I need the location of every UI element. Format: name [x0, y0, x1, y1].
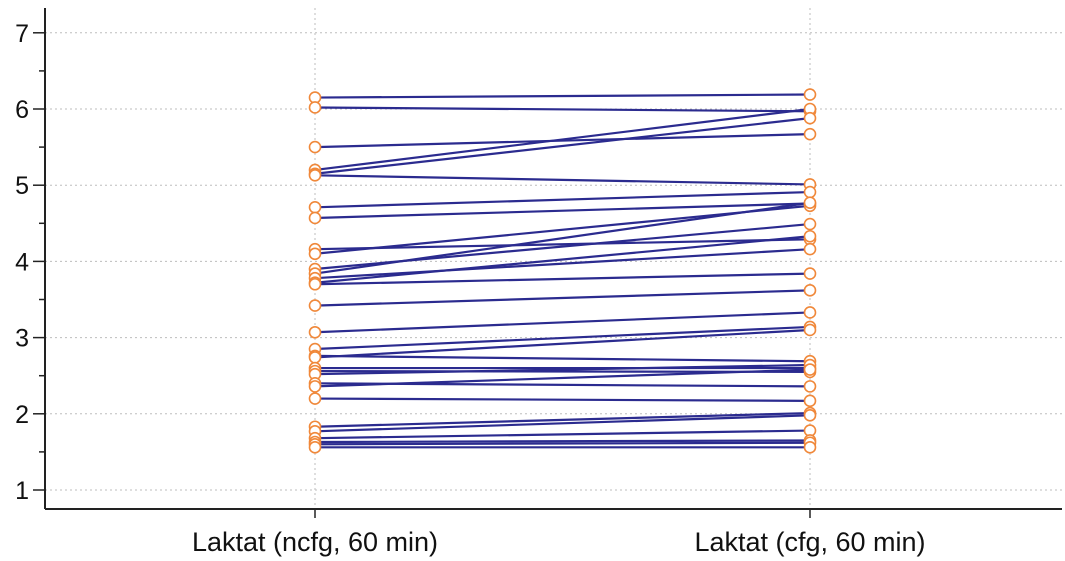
pair-line	[314, 411, 811, 428]
pair-line	[314, 354, 811, 363]
pair-line	[314, 429, 811, 440]
pair-line	[314, 190, 811, 209]
point-cfg	[803, 88, 817, 101]
axis-layer	[33, 8, 1062, 518]
pair-line	[314, 289, 811, 307]
point-cfg	[803, 127, 817, 141]
pair-line	[314, 174, 811, 186]
y-tick-label: 2	[15, 401, 29, 429]
pair-line	[314, 93, 811, 99]
pair-line	[314, 202, 811, 220]
point-cfg	[803, 217, 817, 231]
pair-line	[314, 325, 811, 351]
pair-line	[314, 107, 811, 172]
point-ncfg	[308, 299, 322, 312]
y-tick-label: 1	[15, 477, 29, 505]
pair-line	[314, 439, 811, 444]
pair-line	[314, 117, 811, 175]
y-tick-label: 4	[15, 248, 29, 276]
point-cfg	[803, 380, 817, 393]
point-cfg	[803, 111, 817, 125]
y-tick-label: 6	[15, 96, 29, 124]
point-ncfg	[308, 277, 322, 291]
x-category-label: Laktat (ncfg, 60 min)	[192, 527, 438, 557]
point-cfg	[803, 284, 817, 297]
pair-line	[314, 414, 811, 433]
pair-line	[314, 311, 811, 334]
series-lines	[314, 93, 811, 449]
point-cfg	[803, 229, 817, 243]
y-tick-label: 5	[15, 172, 29, 200]
pair-line	[314, 272, 811, 286]
pair-line	[314, 248, 811, 280]
point-ncfg	[308, 101, 322, 114]
labels-layer: 1 2 3 4 5 6 7 Laktat (ncfg, 60 min) Laktat (cfg,…	[15, 20, 925, 557]
pair-line	[314, 235, 811, 284]
point-ncfg	[308, 168, 322, 182]
point-ncfg	[308, 200, 322, 214]
pair-line	[314, 201, 811, 275]
pair-line	[314, 133, 811, 149]
x-category-label: Laktat (cfg, 60 min)	[694, 527, 925, 557]
point-cfg	[803, 394, 817, 408]
pair-line	[314, 106, 811, 113]
series-points	[308, 88, 817, 454]
point-cfg	[803, 306, 817, 319]
pair-line	[314, 363, 811, 376]
pair-line	[314, 441, 811, 446]
point-ncfg	[308, 441, 322, 454]
point-cfg	[803, 409, 817, 422]
point-cfg	[803, 242, 817, 256]
point-cfg	[803, 267, 817, 280]
point-cfg	[803, 196, 817, 210]
point-cfg	[803, 441, 817, 454]
point-cfg	[803, 323, 817, 337]
point-cfg	[803, 185, 817, 199]
point-ncfg	[308, 247, 322, 261]
point-ncfg	[308, 211, 322, 225]
point-cfg	[803, 363, 817, 376]
y-tick-label: 7	[15, 20, 29, 48]
point-ncfg	[308, 392, 322, 405]
pair-line	[314, 397, 811, 402]
point-ncfg	[308, 351, 322, 364]
pair-line	[314, 238, 811, 251]
pair-line	[314, 368, 811, 388]
y-tick-label: 3	[15, 325, 29, 353]
point-ncfg	[308, 140, 322, 154]
point-ncfg	[308, 325, 322, 339]
point-ncfg	[308, 380, 322, 393]
pair-line	[314, 328, 811, 359]
